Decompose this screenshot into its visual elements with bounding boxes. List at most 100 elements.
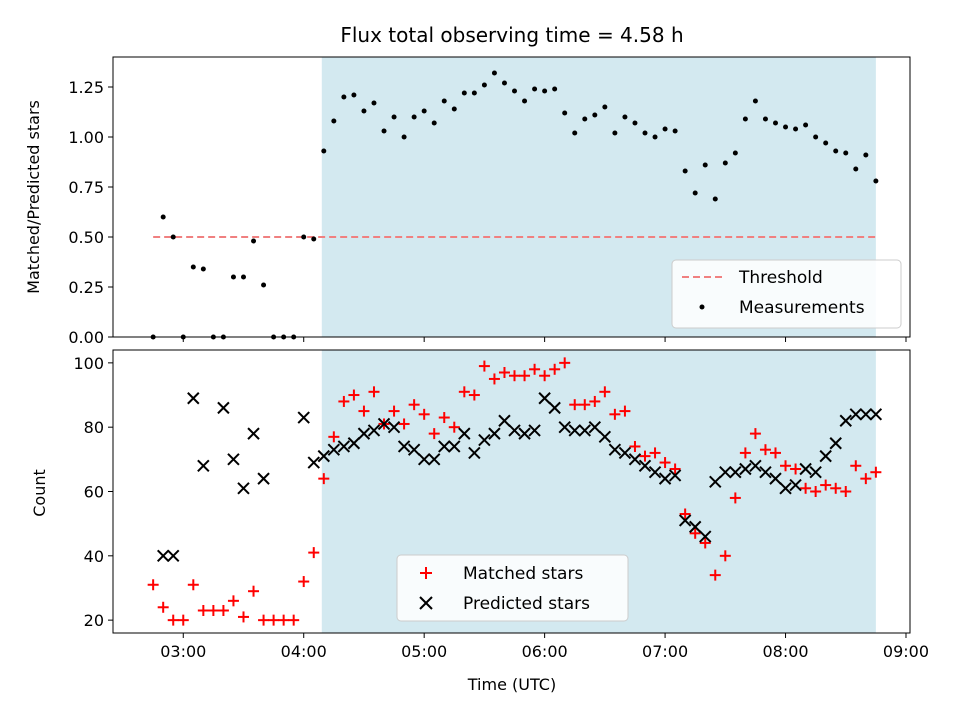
y-tick-label: 1.25	[68, 78, 104, 97]
measurement-point	[230, 274, 236, 280]
predicted-star-point	[558, 420, 571, 434]
predicted-star-point	[156, 549, 170, 563]
matched-star-point	[428, 428, 440, 440]
legend-measurements-marker	[699, 304, 705, 310]
predicted-star-point	[839, 414, 852, 427]
matched-star-point	[649, 447, 661, 459]
matched-star-point	[398, 418, 410, 430]
measurement-point	[421, 108, 427, 114]
measurement-point	[682, 168, 688, 174]
matched-star-point	[278, 614, 290, 626]
measurement-point	[512, 88, 518, 94]
matched-star-point	[769, 447, 781, 459]
matched-star-point	[679, 508, 691, 520]
measurement-point	[672, 128, 678, 134]
matched-star-point	[258, 614, 270, 626]
matched-star-point	[348, 389, 360, 401]
matched-star-point	[177, 614, 189, 626]
predicted-star-point	[869, 408, 883, 421]
matched-star-point	[759, 444, 771, 456]
measurement-point	[391, 114, 397, 120]
matched-star-point	[599, 386, 611, 398]
matched-star-point	[579, 399, 591, 411]
measurement-point	[702, 162, 708, 168]
bottom-legend-box	[396, 554, 629, 622]
predicted-star-point	[458, 427, 471, 440]
measurement-point	[441, 98, 447, 104]
matched-star-point	[820, 479, 832, 491]
measurement-point	[752, 98, 758, 104]
matched-star-point	[569, 399, 581, 411]
matched-star-point	[739, 447, 751, 459]
matched-star-point	[458, 386, 470, 398]
matched-star-point	[790, 463, 802, 475]
matched-star-point	[850, 460, 862, 472]
measurement-point	[692, 190, 698, 196]
measurement-point	[813, 134, 819, 140]
matched-star-point	[689, 527, 701, 539]
measurement-point	[491, 70, 497, 76]
chart-title: Flux total observing time = 4.58 h	[340, 23, 683, 47]
measurement-point	[341, 94, 347, 100]
y-tick-label: 20	[84, 611, 104, 630]
matched-star-point	[338, 395, 350, 407]
matched-star-point	[248, 585, 260, 597]
measurement-point	[160, 214, 166, 220]
matched-star-point	[187, 579, 199, 591]
measurement-point	[803, 122, 809, 128]
measurement-point	[532, 86, 538, 92]
predicted-star-point	[588, 420, 602, 434]
predicted-star-point	[297, 411, 310, 424]
predicted-star-point	[237, 482, 250, 495]
x-tick-label: 03:00	[160, 642, 206, 661]
bottom-legend: Matched stars Predicted stars	[396, 554, 629, 622]
measurement-point	[662, 126, 668, 132]
matched-star-point	[619, 405, 631, 417]
x-axis-label: Time (UTC)	[467, 675, 556, 694]
matched-star-point	[498, 367, 510, 379]
predicted-star-point	[809, 465, 822, 479]
predicted-star-point	[578, 424, 591, 437]
top-panel: 0.00 0.25 0.50 0.75 1.00 1.25 Matched/Predict…	[24, 56, 911, 347]
predicted-star-point	[468, 446, 481, 460]
measurement-point	[552, 86, 558, 92]
measurement-point	[722, 160, 728, 166]
predicted-star-point	[317, 449, 331, 463]
matched-star-point	[609, 408, 621, 420]
matched-star-point	[719, 550, 731, 562]
predicted-star-point	[739, 462, 752, 476]
measurement-point	[562, 110, 568, 116]
predicted-star-point	[648, 465, 662, 479]
y-tick-label: 0.00	[68, 328, 104, 347]
matched-star-point	[207, 604, 219, 616]
legend-matched-label: Matched stars	[463, 564, 583, 584]
measurement-point	[762, 116, 768, 122]
predicted-star-point	[428, 453, 441, 466]
x-tick-label: 08:00	[762, 642, 808, 661]
top-x-ticks	[182, 337, 907, 342]
matched-star-point	[318, 473, 330, 485]
matched-star-point	[749, 428, 761, 440]
matched-star-point	[810, 486, 822, 497]
predicted-star-point	[518, 427, 531, 440]
matched-star-point	[589, 395, 601, 407]
predicted-star-point	[799, 462, 812, 476]
y-tick-label: 0.50	[68, 228, 104, 247]
predicted-star-point	[347, 437, 361, 450]
predicted-star-point	[668, 469, 682, 482]
predicted-star-point	[327, 443, 341, 456]
predicted-star-point	[678, 514, 692, 527]
predicted-star-point	[508, 424, 521, 437]
legend-measurements-label: Measurements	[739, 298, 865, 318]
measurement-point	[170, 234, 176, 240]
predicted-star-point	[859, 408, 873, 421]
matched-star-point	[157, 601, 169, 613]
predicted-star-point	[448, 440, 461, 453]
measurement-point	[863, 152, 869, 158]
matched-star-point	[147, 579, 159, 591]
measurement-point	[602, 104, 608, 110]
predicted-star-point	[478, 433, 491, 447]
measurement-point	[783, 124, 789, 130]
matched-star-point	[358, 405, 370, 417]
matched-star-point	[328, 431, 340, 443]
